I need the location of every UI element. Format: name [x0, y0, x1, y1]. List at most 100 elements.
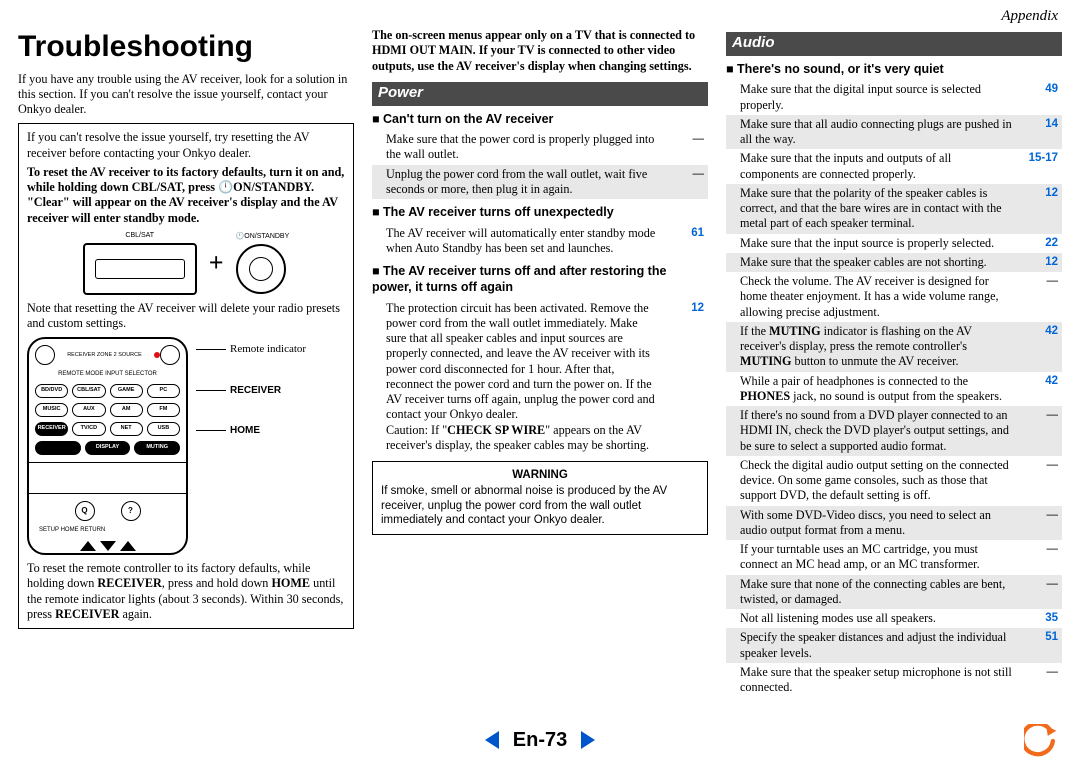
trouble-item-text: The protection circuit has been activate… — [386, 301, 658, 454]
source-btn-icon — [160, 345, 180, 365]
trouble-item-noref: — — [1018, 408, 1058, 422]
reset-box-p3: Note that resetting the AV receiver will… — [27, 301, 345, 332]
power-items: The protection circuit has been activate… — [372, 299, 708, 456]
page-number: En-73 — [513, 729, 567, 752]
trouble-item-pageref[interactable]: 61 — [664, 226, 704, 240]
trouble-item-noref: — — [1018, 508, 1058, 522]
remote-button: USB — [147, 422, 180, 436]
trouble-item-noref: — — [1018, 274, 1058, 288]
trouble-item-text: Not all listening modes use all speakers… — [740, 611, 1012, 626]
remote-row-3: RECEIVER TV/CD NET USB — [35, 422, 180, 436]
prev-page-icon[interactable] — [485, 731, 499, 749]
trouble-item-pageref[interactable]: 22 — [1018, 236, 1058, 250]
trouble-item-text: Make sure that the speaker setup microph… — [740, 665, 1012, 696]
trouble-item-pageref[interactable]: 42 — [1018, 374, 1058, 388]
trouble-item: Check the volume. The AV receiver is des… — [726, 272, 1062, 322]
trouble-item-text: Specify the speaker distances and adjust… — [740, 630, 1012, 661]
trouble-item: The protection circuit has been activate… — [372, 299, 708, 456]
trouble-item-pageref[interactable]: 42 — [1018, 324, 1058, 338]
remote-button: CBL/SAT — [72, 384, 105, 398]
reset-procedure-box: If you can't resolve the issue yourself,… — [18, 123, 354, 629]
trouble-item-pageref[interactable]: 51 — [1018, 630, 1058, 644]
cblsat-label: CBL/SAT — [83, 232, 197, 241]
warning-text: If smoke, smell or abnormal noise is pro… — [381, 485, 667, 526]
audio-subheading: There's no sound, or it's very quiet — [726, 62, 1062, 78]
trouble-item-noref: — — [1018, 542, 1058, 556]
trouble-item: The AV receiver will automatically enter… — [372, 224, 708, 259]
trouble-item: Specify the speaker distances and adjust… — [726, 628, 1062, 663]
trouble-item-pageref[interactable]: 49 — [1018, 82, 1058, 96]
remote-q-row: Q ? — [35, 501, 180, 521]
remote-callout-labels: Remote indicator RECEIVER HOME — [196, 343, 306, 438]
trouble-item: If your turntable uses an MC cartridge, … — [726, 540, 1062, 575]
remote-button: TV/CD — [72, 422, 105, 436]
trouble-item-pageref[interactable]: 35 — [1018, 611, 1058, 625]
trouble-item: Make sure that none of the connecting ca… — [726, 575, 1062, 610]
power-sections: Can't turn on the AV receiverMake sure t… — [372, 112, 708, 456]
input-selector-label: REMOTE MODE INPUT SELECTOR — [35, 371, 180, 379]
trouble-item-pageref[interactable]: 14 — [1018, 117, 1058, 131]
remote-button: RECEIVER — [35, 422, 68, 436]
trouble-item: With some DVD-Video discs, you need to s… — [726, 506, 1062, 541]
warning-title: WARNING — [381, 468, 699, 482]
trouble-item-text: If your turntable uses an MC cartridge, … — [740, 542, 1012, 573]
receiver-callout: RECEIVER — [196, 385, 306, 398]
remote-button: NET — [110, 422, 143, 436]
power-items: The AV receiver will automatically enter… — [372, 224, 708, 259]
onstandby-button-graphic: 🕛ON/STANDBY — [236, 233, 290, 294]
trouble-item: Make sure that the speaker cables are no… — [726, 253, 1062, 272]
col-1: Troubleshooting If you have any trouble … — [18, 28, 354, 714]
trouble-item-text: Check the digital audio output setting o… — [740, 458, 1012, 504]
trouble-item-noref: — — [1018, 577, 1058, 591]
audio-header-bar: Audio — [726, 32, 1062, 56]
remote-button: GAME — [110, 384, 143, 398]
plus-icon: + — [209, 247, 224, 280]
reset-box-p4: To reset the remote controller to its fa… — [27, 561, 345, 622]
trouble-item-pageref[interactable]: 12 — [664, 301, 704, 315]
trouble-item: Make sure that all audio connecting plug… — [726, 115, 1062, 150]
remote-diagram: RECEIVER ZONE 2 SOURCE REMOTE MODE INPUT… — [27, 337, 345, 555]
trouble-item-text: Unplug the power cord from the wall outl… — [386, 167, 658, 198]
remote-button: AUX — [72, 403, 105, 417]
remote-button — [35, 441, 81, 455]
intro-paragraph: If you have any trouble using the AV rec… — [18, 72, 354, 118]
trouble-item-text: Make sure that the inputs and outputs of… — [740, 151, 1012, 182]
col-2: The on-screen menus appear only on a TV … — [372, 28, 708, 714]
remote-top-labels: RECEIVER ZONE 2 SOURCE — [55, 352, 154, 359]
reset-box-p2: To reset the AV receiver to its factory … — [27, 165, 345, 226]
columns: Troubleshooting If you have any trouble … — [18, 28, 1062, 714]
trouble-item: Make sure that the digital input source … — [726, 80, 1062, 115]
power-subheading: The AV receiver turns off and after rest… — [372, 264, 708, 295]
back-arrow-icon[interactable] — [1024, 724, 1058, 758]
remote-button: FM — [147, 403, 180, 417]
warning-box: WARNING If smoke, smell or abnormal nois… — [372, 461, 708, 535]
remote-row-1: BD/DVDCBL/SATGAMEPC — [35, 384, 180, 398]
remote-button: MUTING — [134, 441, 180, 455]
power-header-bar: Power — [372, 82, 708, 106]
trouble-item-text: Make sure that the digital input source … — [740, 82, 1012, 113]
trouble-item-text: Check the volume. The AV receiver is des… — [740, 274, 1012, 320]
trouble-item-text: With some DVD-Video discs, you need to s… — [740, 508, 1012, 539]
trouble-item-text: Make sure that the input source is prope… — [740, 236, 1012, 251]
trouble-item-pageref[interactable]: 12 — [1018, 255, 1058, 269]
trouble-item-pageref[interactable]: 15-17 — [1018, 151, 1058, 165]
trouble-item: Make sure that the input source is prope… — [726, 234, 1062, 253]
cblsat-button-graphic: CBL/SAT — [83, 232, 197, 295]
trouble-item: Make sure that the speaker setup microph… — [726, 663, 1062, 698]
remote-button: MUSIC — [35, 403, 68, 417]
onstandby-label: 🕛ON/STANDBY — [236, 233, 290, 242]
next-page-icon[interactable] — [581, 731, 595, 749]
remote-row-4: DISPLAYMUTING — [35, 441, 180, 455]
col-3: Audio There's no sound, or it's very qui… — [726, 28, 1062, 714]
reset-box-p1: If you can't resolve the issue yourself,… — [27, 130, 345, 161]
remote-button: PC — [147, 384, 180, 398]
q-help-btn-icon: ? — [121, 501, 141, 521]
home-callout: HOME — [196, 425, 306, 438]
trouble-item-noref: — — [1018, 665, 1058, 679]
receiver-mode-btn-icon — [35, 345, 55, 365]
trouble-item: While a pair of headphones is connected … — [726, 372, 1062, 407]
remote-break-wave — [29, 462, 186, 494]
trouble-item-text: The AV receiver will automatically enter… — [386, 226, 658, 257]
trouble-item-pageref[interactable]: 12 — [1018, 186, 1058, 200]
trouble-item: Not all listening modes use all speakers… — [726, 609, 1062, 628]
